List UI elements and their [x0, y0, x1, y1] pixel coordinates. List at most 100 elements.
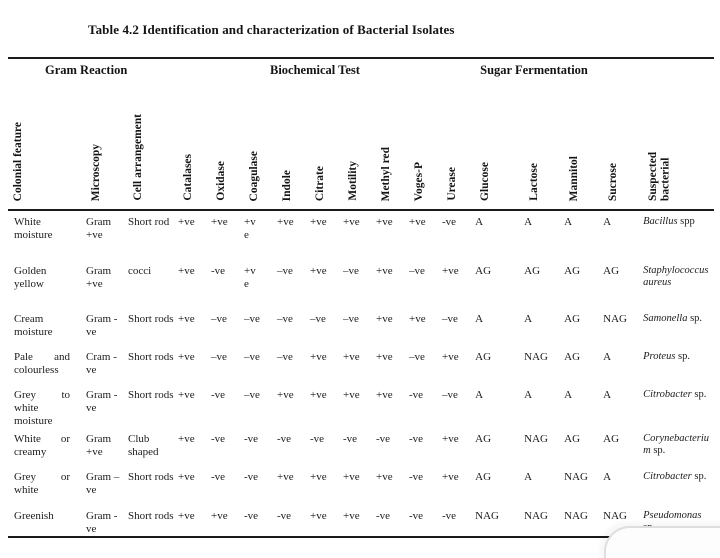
cell-oxidase: +ve: [211, 216, 228, 228]
cell-cell-arrangement: Short rods: [128, 313, 174, 325]
cell-sucrose: AG: [603, 265, 620, 277]
cell-urease: +ve: [442, 265, 459, 277]
cell-cell-arrangement: Short rods: [128, 389, 174, 401]
cell-motility: +ve: [343, 351, 360, 363]
column-header-label: Cell arrangement: [132, 114, 144, 201]
cell-mannitol: NAG: [564, 470, 588, 483]
cell-motility: +ve: [343, 216, 360, 228]
column-header-lactose: Lactose: [524, 86, 565, 211]
column-header-sucrose: Sucrose: [603, 86, 644, 211]
cell-motility: +ve: [343, 509, 360, 522]
cell-catalases: +ve: [178, 432, 195, 445]
table-row: White or creamy Gram +ve Club shaped +ve -ve…: [8, 428, 714, 466]
column-header-mannitol: Mannitol: [564, 86, 604, 211]
column-header-row: Colonial feature Microscopy Cell arrangeme…: [8, 86, 715, 211]
column-header-voges-p: Voges-P: [409, 86, 442, 211]
cell-indole: –ve: [277, 265, 293, 277]
cell-urease: –ve: [442, 313, 458, 325]
column-header-label: Urease: [446, 167, 458, 201]
cell-methyl-red: +ve: [376, 313, 393, 325]
table-row: Greenish Gram -ve Short rods +ve +ve -ve -ve +v…: [8, 505, 714, 537]
column-header-label: Sucrose: [607, 162, 620, 201]
cell-microscopy: Gram -ve: [86, 313, 118, 338]
cell-sucrose: NAG: [603, 509, 627, 522]
column-header-cell-arrangement: Cell arrangement: [128, 86, 178, 211]
column-header-label: Motility: [347, 161, 359, 201]
cell-glucose: A: [475, 313, 484, 325]
cell-urease: +ve: [442, 432, 459, 445]
cell-glucose: A: [475, 216, 484, 228]
cell-cell-arrangement: Short rods: [128, 470, 174, 483]
column-header-label: Lactose: [528, 163, 541, 201]
cell-colonial-feature: Cream moisture: [14, 313, 53, 338]
species-suffix: spp: [677, 216, 695, 227]
cell-indole: -ve: [277, 432, 292, 445]
column-header-oxidase: Oxidase: [211, 86, 244, 211]
table-row: Cream moisture Gram -ve Short rods +ve –ve –v…: [8, 308, 714, 346]
cell-suspected-bacterial: Bacillus spp: [643, 210, 714, 260]
species-name: Samonella: [643, 313, 688, 324]
page-curl-decoration: [604, 526, 720, 558]
cell-cell-arrangement: Club shaped: [128, 432, 159, 458]
cell-citrate: -ve: [310, 432, 325, 445]
cell-voges-p: –ve: [409, 265, 425, 277]
column-header-label: Suspected bacterial: [647, 151, 672, 201]
cell-mannitol: AG: [564, 432, 581, 445]
cell-catalases: +ve: [178, 313, 195, 325]
cell-colonial-feature: Grey or white: [14, 470, 70, 496]
cell-oxidase: -ve: [211, 470, 226, 483]
cell-oxidase: –ve: [211, 313, 227, 325]
cell-methyl-red: -ve: [376, 509, 391, 522]
cell-sucrose: A: [603, 470, 612, 483]
cell-voges-p: -ve: [409, 432, 424, 445]
cell-methyl-red: +ve: [376, 470, 393, 483]
cell-motility: +ve: [343, 470, 360, 483]
cell-catalases: +ve: [178, 265, 195, 277]
cell-glucose: AG: [475, 265, 492, 277]
cell-citrate: +ve: [310, 470, 327, 483]
cell-microscopy: Gram -ve: [86, 509, 118, 535]
cell-colonial-feature: White moisture: [14, 216, 53, 241]
cell-mannitol: AG: [564, 351, 581, 363]
table-body: White moisture Gram +ve Short rod +ve +ve +v …: [8, 210, 714, 537]
cell-mannitol: A: [564, 389, 573, 401]
cell-mannitol: AG: [564, 265, 581, 277]
cell-mannitol: AG: [564, 313, 581, 325]
cell-sucrose: A: [603, 351, 612, 363]
cell-indole: –ve: [277, 313, 293, 325]
cell-methyl-red: -ve: [376, 432, 391, 445]
cell-sucrose: A: [603, 389, 612, 401]
cell-cell-arrangement: Short rod: [128, 216, 170, 228]
group-header-sugar-fermentation: Sugar Fermentation: [480, 63, 588, 77]
cell-coagulase: -ve: [244, 470, 259, 483]
cell-suspected-bacterial: Samonella sp.: [643, 308, 714, 346]
cell-urease: –ve: [442, 389, 458, 401]
column-header-methyl-red: Methyl red: [376, 86, 409, 211]
cell-lactose: A: [524, 313, 533, 325]
cell-cell-arrangement: Short rods: [128, 351, 174, 363]
group-header-row: Gram Reaction Biochemical Test Sugar Ferme…: [8, 58, 714, 86]
cell-sucrose: AG: [603, 432, 620, 445]
cell-indole: -ve: [277, 509, 292, 522]
cell-catalases: +ve: [178, 216, 195, 228]
column-header-label: Voges-P: [413, 161, 425, 201]
cell-glucose: A: [475, 389, 484, 401]
column-header-glucose: Glucose: [475, 86, 525, 211]
species-suffix: sp.: [691, 470, 707, 482]
cell-glucose: AG: [475, 470, 492, 483]
cell-oxidase: -ve: [211, 432, 226, 445]
group-header-gram-reaction: Gram Reaction: [45, 63, 128, 77]
cell-voges-p: -ve: [409, 389, 424, 401]
cell-motility: –ve: [343, 265, 359, 277]
cell-indole: –ve: [277, 351, 293, 363]
cell-citrate: +ve: [310, 265, 327, 277]
cell-cell-arrangement: cocci: [128, 265, 152, 277]
cell-lactose: A: [524, 216, 533, 228]
cell-coagulase: –ve: [244, 313, 260, 325]
cell-suspected-bacterial: Citrobacter sp.: [643, 466, 714, 505]
cell-glucose: AG: [475, 432, 492, 445]
cell-coagulase: +v e: [244, 216, 256, 241]
cell-colonial-feature: Greenish: [14, 509, 54, 522]
cell-microscopy: Gram -ve: [86, 389, 118, 414]
cell-mannitol: A: [564, 216, 573, 228]
